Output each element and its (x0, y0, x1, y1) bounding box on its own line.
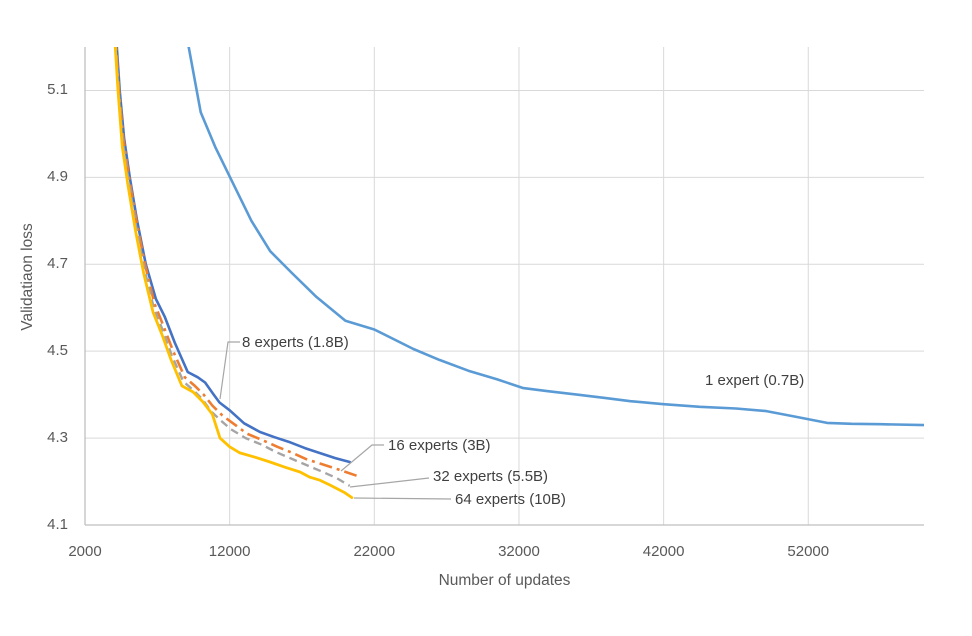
leader-line (340, 444, 384, 472)
series-line-16-experts (114, 47, 359, 478)
y-tick-label: 4.3 (47, 429, 68, 447)
annotation-8-experts: 8 experts (1.8B) (242, 334, 349, 351)
leader-line (349, 477, 430, 488)
series-line-64-experts (113, 47, 354, 500)
y-tick-label: 4.5 (47, 342, 68, 360)
x-tick-label: 42000 (642, 543, 685, 560)
x-axis-title: Number of updates (438, 572, 571, 589)
series-line-8-experts (115, 47, 352, 464)
series-line-1-expert (187, 47, 924, 427)
x-tick-label: 2000 (68, 543, 102, 560)
leader-line (219, 341, 240, 400)
x-tick-label: 22000 (353, 543, 396, 560)
y-tick-label: 4.1 (47, 516, 68, 533)
x-tick-label: 12000 (208, 543, 251, 560)
x-tick-label: 32000 (498, 543, 540, 560)
y-tick-label: 5.1 (47, 81, 68, 99)
annotation-16-experts: 16 experts (3B) (388, 437, 491, 454)
series-line-32-experts (114, 47, 351, 487)
annotation-64-experts: 64 experts (10B) (455, 491, 566, 508)
annotation-1-expert: 1 expert (0.7B) (705, 372, 805, 389)
y-axis-title: Validatiaon loss (19, 223, 36, 331)
y-tick-label: 4.7 (47, 255, 68, 273)
annotation-32-experts: 32 experts (5.5B) (433, 468, 549, 485)
x-tick-label: 52000 (787, 543, 830, 560)
y-tick-label: 4.9 (47, 168, 68, 186)
leader-line (353, 497, 452, 500)
